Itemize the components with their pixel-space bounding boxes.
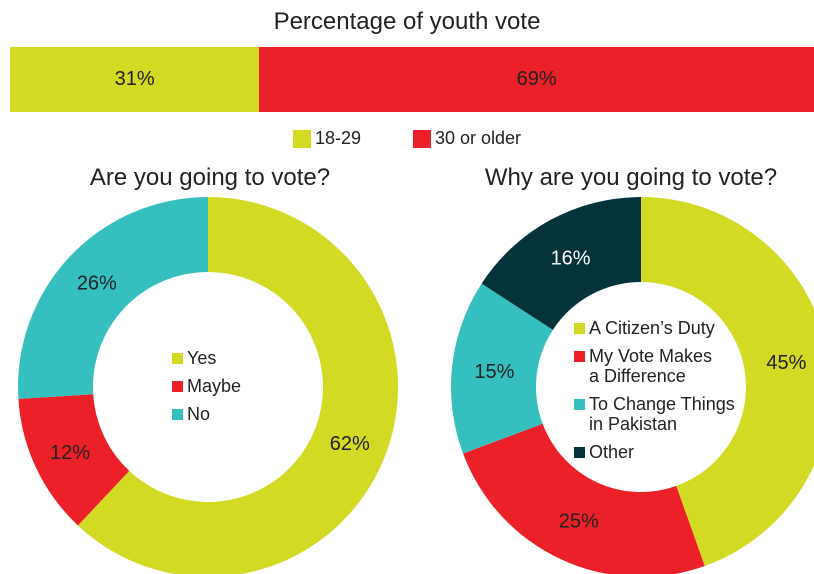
donut-slice-to-change-things-in-pakistan (451, 283, 553, 454)
bar-legend-item: 30 or older (412, 128, 522, 149)
legend-label: A Citizen’s Duty (589, 318, 715, 338)
legend-swatch (574, 323, 585, 334)
donut-legend-item: A Citizen’s Duty (574, 318, 735, 338)
legend-label: 18-29 (314, 128, 361, 148)
why-donut-legend: A Citizen’s Duty My Vote Makes a Differen… (574, 318, 735, 470)
legend-label: Other (589, 442, 635, 462)
bar-data-label: 69% (516, 68, 557, 90)
donut-slice-no (17, 197, 208, 399)
bar-legend-item: 18-29 (292, 128, 361, 149)
bar-segment-30-or-older: 69% (259, 47, 814, 112)
bar-chart-title: Percentage of youth vote (273, 8, 541, 35)
donut-legend-item: Other (574, 442, 735, 462)
donut-slice-maybe (18, 394, 130, 526)
legend-label: To Change Things in Pakistan (589, 394, 735, 434)
bar-segment-18-29: 31% (10, 47, 260, 112)
donut-legend-item: To Change Things in Pakistan (574, 394, 735, 434)
why-chart-title: Why are you going to vote? (484, 164, 778, 191)
slice-data-label: 16% (551, 247, 591, 269)
donut-legend-item: My Vote Makes a Difference (574, 346, 735, 386)
donut-slice-a-citizen-s-duty (641, 197, 814, 566)
donut-legend-item: Yes (172, 348, 241, 368)
legend-swatch (292, 129, 311, 148)
donut-slice-other (481, 197, 641, 330)
legend-label: No (187, 404, 211, 424)
legend-swatch (574, 447, 585, 458)
slice-data-label: 26% (77, 273, 117, 295)
legend-swatch (172, 409, 183, 420)
bar-chart-legend: 18-29 30 or older (0, 128, 814, 149)
bar-data-label: 31% (114, 68, 155, 90)
vote-donut-legend: Yes Maybe No (172, 348, 241, 432)
legend-swatch (172, 353, 183, 364)
legend-label: Maybe (187, 376, 242, 396)
donut-legend-item: Maybe (172, 376, 241, 396)
slice-data-label: 15% (474, 361, 514, 383)
legend-swatch (172, 381, 183, 392)
donut-slice-my-vote-makes-a-difference (463, 423, 705, 574)
legend-swatch (574, 399, 585, 410)
donut-slice-yes (77, 197, 398, 574)
slice-data-label: 62% (330, 433, 370, 455)
stacked-bar-chart: 31% 69% (10, 47, 814, 112)
legend-swatch (412, 129, 431, 148)
donut-legend-item: No (172, 404, 241, 424)
legend-label: My Vote Makes a Difference (589, 346, 713, 386)
legend-label: Yes (187, 348, 217, 368)
slice-data-label: 45% (766, 352, 806, 374)
slice-data-label: 25% (559, 511, 599, 533)
legend-label: 30 or older (434, 128, 522, 148)
legend-swatch (574, 351, 585, 362)
slice-data-label: 12% (50, 442, 90, 464)
vote-chart-title: Are you going to vote? (89, 164, 331, 191)
